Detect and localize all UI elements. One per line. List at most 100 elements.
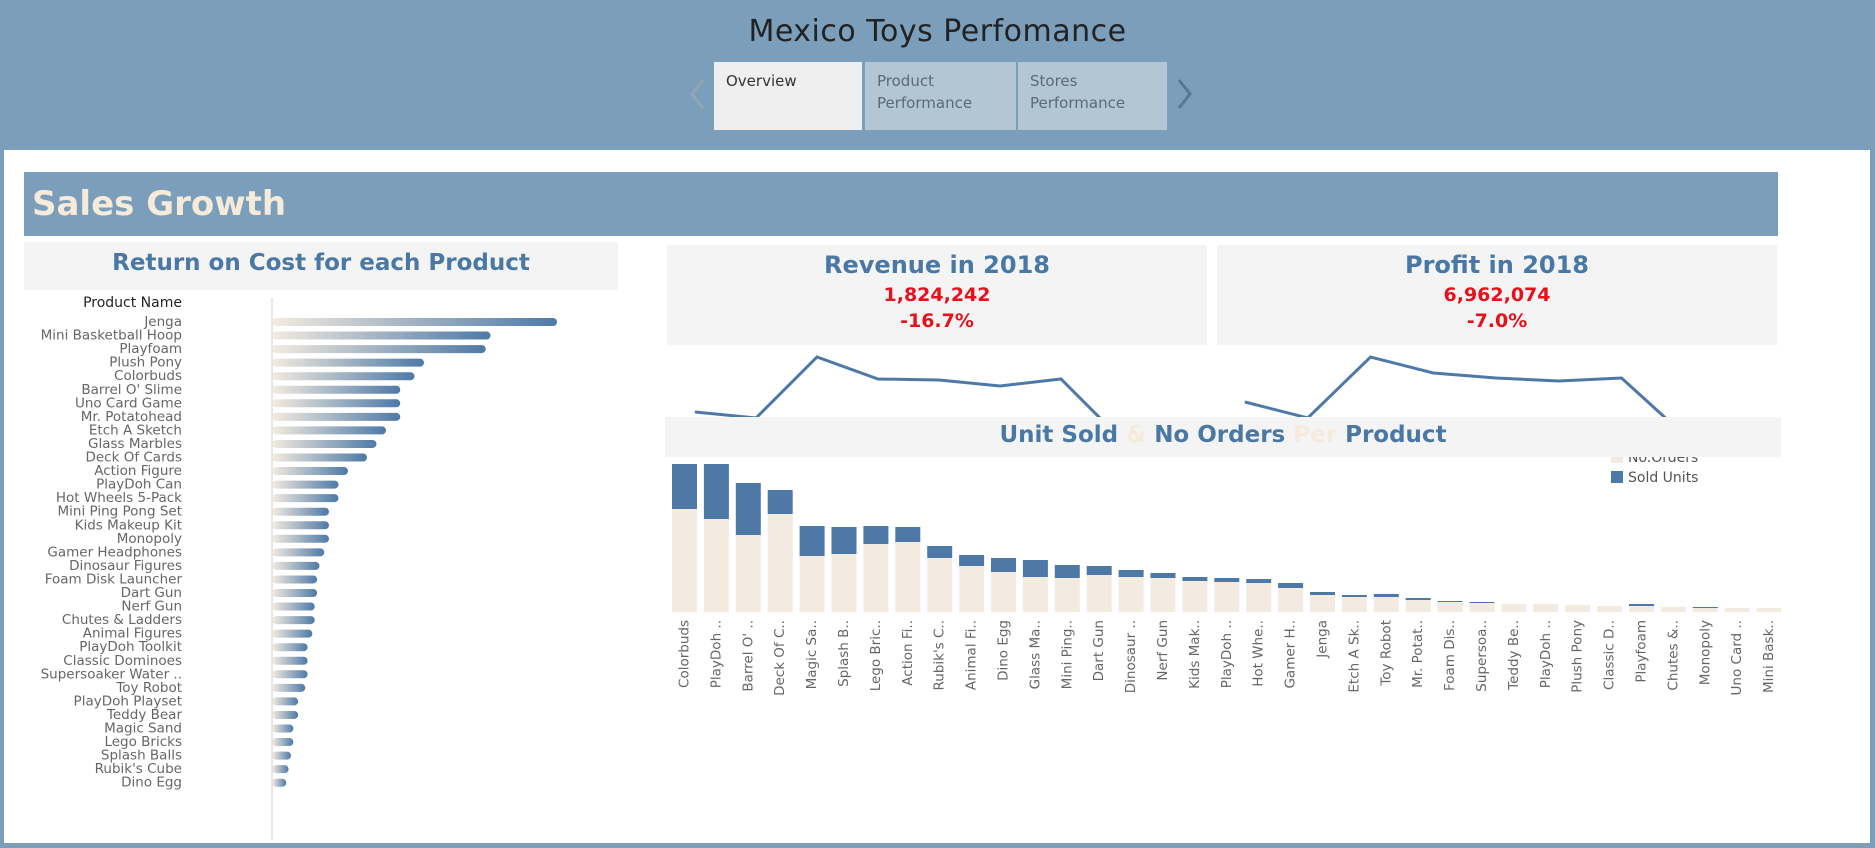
units-category-label: Splash B.. bbox=[836, 620, 852, 687]
units-category-label: Plush Pony bbox=[1570, 620, 1586, 693]
roc-bar bbox=[272, 778, 287, 787]
roc-product-label: Action Figure bbox=[94, 463, 182, 479]
units-orders-stacked-bar-chart: Colorbuds PlayDoh .. Barrel O' .. Deck Of C… bbox=[672, 457, 1781, 696]
units-bar bbox=[1278, 583, 1304, 588]
orders-bar bbox=[831, 554, 857, 612]
units-category-label: Rubik's C.. bbox=[932, 620, 948, 691]
roc-product-label: Mini Basketball Hoop bbox=[41, 328, 182, 344]
tab-overview-label: Overview bbox=[726, 72, 797, 90]
orders-bar bbox=[703, 519, 729, 612]
trend-point bbox=[1432, 372, 1434, 374]
units-bar bbox=[863, 526, 889, 544]
roc-bar bbox=[272, 616, 315, 625]
roc-bar bbox=[272, 318, 557, 326]
roc-panel-header: Return on Cost for each Product bbox=[24, 242, 618, 290]
tab-product-performance[interactable]: Product Performance bbox=[865, 62, 1016, 130]
units-bar bbox=[895, 527, 921, 542]
units-bar bbox=[1214, 578, 1240, 582]
units-bar bbox=[703, 464, 729, 519]
roc-bar bbox=[272, 710, 299, 719]
units-category-label: Classic D.. bbox=[1602, 620, 1618, 690]
previous-tab-arrow-icon[interactable] bbox=[688, 76, 708, 112]
units-category-label: PlayDoh .. bbox=[1538, 620, 1554, 688]
units-bar bbox=[1054, 565, 1080, 578]
dashboard-body: Sales Growth Return on Cost for each Pro… bbox=[4, 150, 1870, 843]
roc-product-label: Magic Sand bbox=[104, 721, 182, 737]
orders-bar bbox=[1629, 606, 1654, 612]
orders-bar bbox=[1310, 595, 1335, 612]
roc-product-label: Mr. Potatohead bbox=[81, 409, 182, 425]
roc-product-label: Toy Robot bbox=[115, 680, 182, 696]
roc-panel-title: Return on Cost for each Product bbox=[112, 250, 530, 276]
profit-kpi-value: 6,962,074 bbox=[1443, 284, 1551, 306]
units-category-label: Uno Card .. bbox=[1729, 620, 1745, 695]
roc-bar bbox=[272, 589, 318, 597]
units-category-label: Monopoly bbox=[1697, 620, 1713, 685]
roc-product-label: Teddy Bear bbox=[106, 707, 183, 723]
units-category-label: Barrel O' .. bbox=[740, 620, 756, 692]
title-part-unit-sold: Unit Sold bbox=[999, 422, 1119, 448]
roc-bar bbox=[272, 426, 386, 435]
units-category-label: Teddy Be.. bbox=[1506, 620, 1522, 691]
units-category-label: Nerf Gun bbox=[1155, 620, 1171, 681]
units-bar bbox=[1405, 598, 1431, 600]
legend-swatch-orders bbox=[1611, 457, 1623, 463]
units-category-label: Supersoa.. bbox=[1474, 620, 1490, 692]
title-part-per: Per bbox=[1293, 422, 1338, 448]
trend-point bbox=[1558, 380, 1560, 382]
orders-bar bbox=[1086, 575, 1112, 612]
roc-bar bbox=[272, 399, 401, 408]
roc-product-label: Kids Makeup Kit bbox=[75, 517, 182, 533]
profit-kpi-change: -7.0% bbox=[1466, 310, 1528, 332]
revenue-kpi-title: Revenue in 2018 bbox=[824, 251, 1050, 279]
roc-product-label: Supersoaker Water .. bbox=[41, 666, 182, 682]
next-tab-arrow-icon[interactable] bbox=[1174, 76, 1194, 112]
title-part-product: Product bbox=[1345, 422, 1447, 448]
orders-bar bbox=[1724, 608, 1750, 612]
roc-product-label: PlayDoh Can bbox=[96, 477, 182, 493]
tab-overview[interactable]: Overview bbox=[714, 62, 862, 130]
roc-product-label: Jenga bbox=[143, 314, 182, 330]
units-category-label: Lego Bric.. bbox=[868, 620, 884, 691]
orders-bar bbox=[1054, 578, 1080, 612]
roc-bar bbox=[272, 534, 329, 543]
revenue-kpi-value: 1,824,242 bbox=[883, 284, 991, 306]
orders-bar bbox=[767, 514, 793, 612]
units-bar bbox=[927, 546, 953, 558]
orders-bar bbox=[1756, 608, 1781, 612]
orders-bar bbox=[991, 572, 1016, 612]
units-category-label: Jenga bbox=[1315, 620, 1331, 659]
units-bar bbox=[1692, 607, 1718, 608]
roc-product-label: Colorbuds bbox=[114, 368, 182, 384]
orders-bar bbox=[1469, 603, 1495, 612]
units-category-label: Mini Ping.. bbox=[1059, 620, 1075, 689]
units-category-label: Hot Whe.. bbox=[1251, 620, 1267, 687]
units-bar bbox=[1182, 577, 1208, 581]
orders-bar bbox=[959, 566, 985, 612]
tab-stores-performance[interactable]: Stores Performance bbox=[1018, 62, 1167, 130]
roc-bar bbox=[272, 358, 424, 367]
units-category-label: Toy Robot bbox=[1378, 620, 1394, 687]
units-category-label: Playfoam bbox=[1634, 620, 1650, 683]
roc-bar bbox=[272, 548, 325, 557]
roc-bar bbox=[272, 683, 306, 692]
banner-title: Sales Growth bbox=[32, 184, 287, 224]
roc-bar bbox=[272, 412, 401, 421]
units-bar bbox=[1437, 601, 1463, 602]
roc-product-label: Classic Dominoes bbox=[63, 653, 182, 669]
legend-swatch-units bbox=[1611, 471, 1623, 483]
title-part-no-orders: No Orders bbox=[1154, 422, 1286, 448]
units-category-label: Foam Dis.. bbox=[1442, 620, 1458, 691]
trend-point bbox=[1621, 377, 1622, 379]
legend-label-units: Sold Units bbox=[1628, 470, 1698, 486]
roc-bar bbox=[272, 629, 313, 638]
tab-product-performance-label: Product Performance bbox=[877, 72, 973, 112]
roc-bar bbox=[272, 494, 339, 503]
roc-product-label: Chutes & Ladders bbox=[62, 612, 182, 628]
tab-stores-performance-label: Stores Performance bbox=[1030, 72, 1126, 112]
profit-kpi-title: Profit in 2018 bbox=[1405, 251, 1589, 279]
units-category-label: Glass Ma.. bbox=[1027, 620, 1043, 689]
orders-bar bbox=[1660, 607, 1686, 612]
roc-product-label: Barrel O' Slime bbox=[81, 382, 182, 398]
units-category-label: Deck Of C.. bbox=[772, 620, 788, 696]
